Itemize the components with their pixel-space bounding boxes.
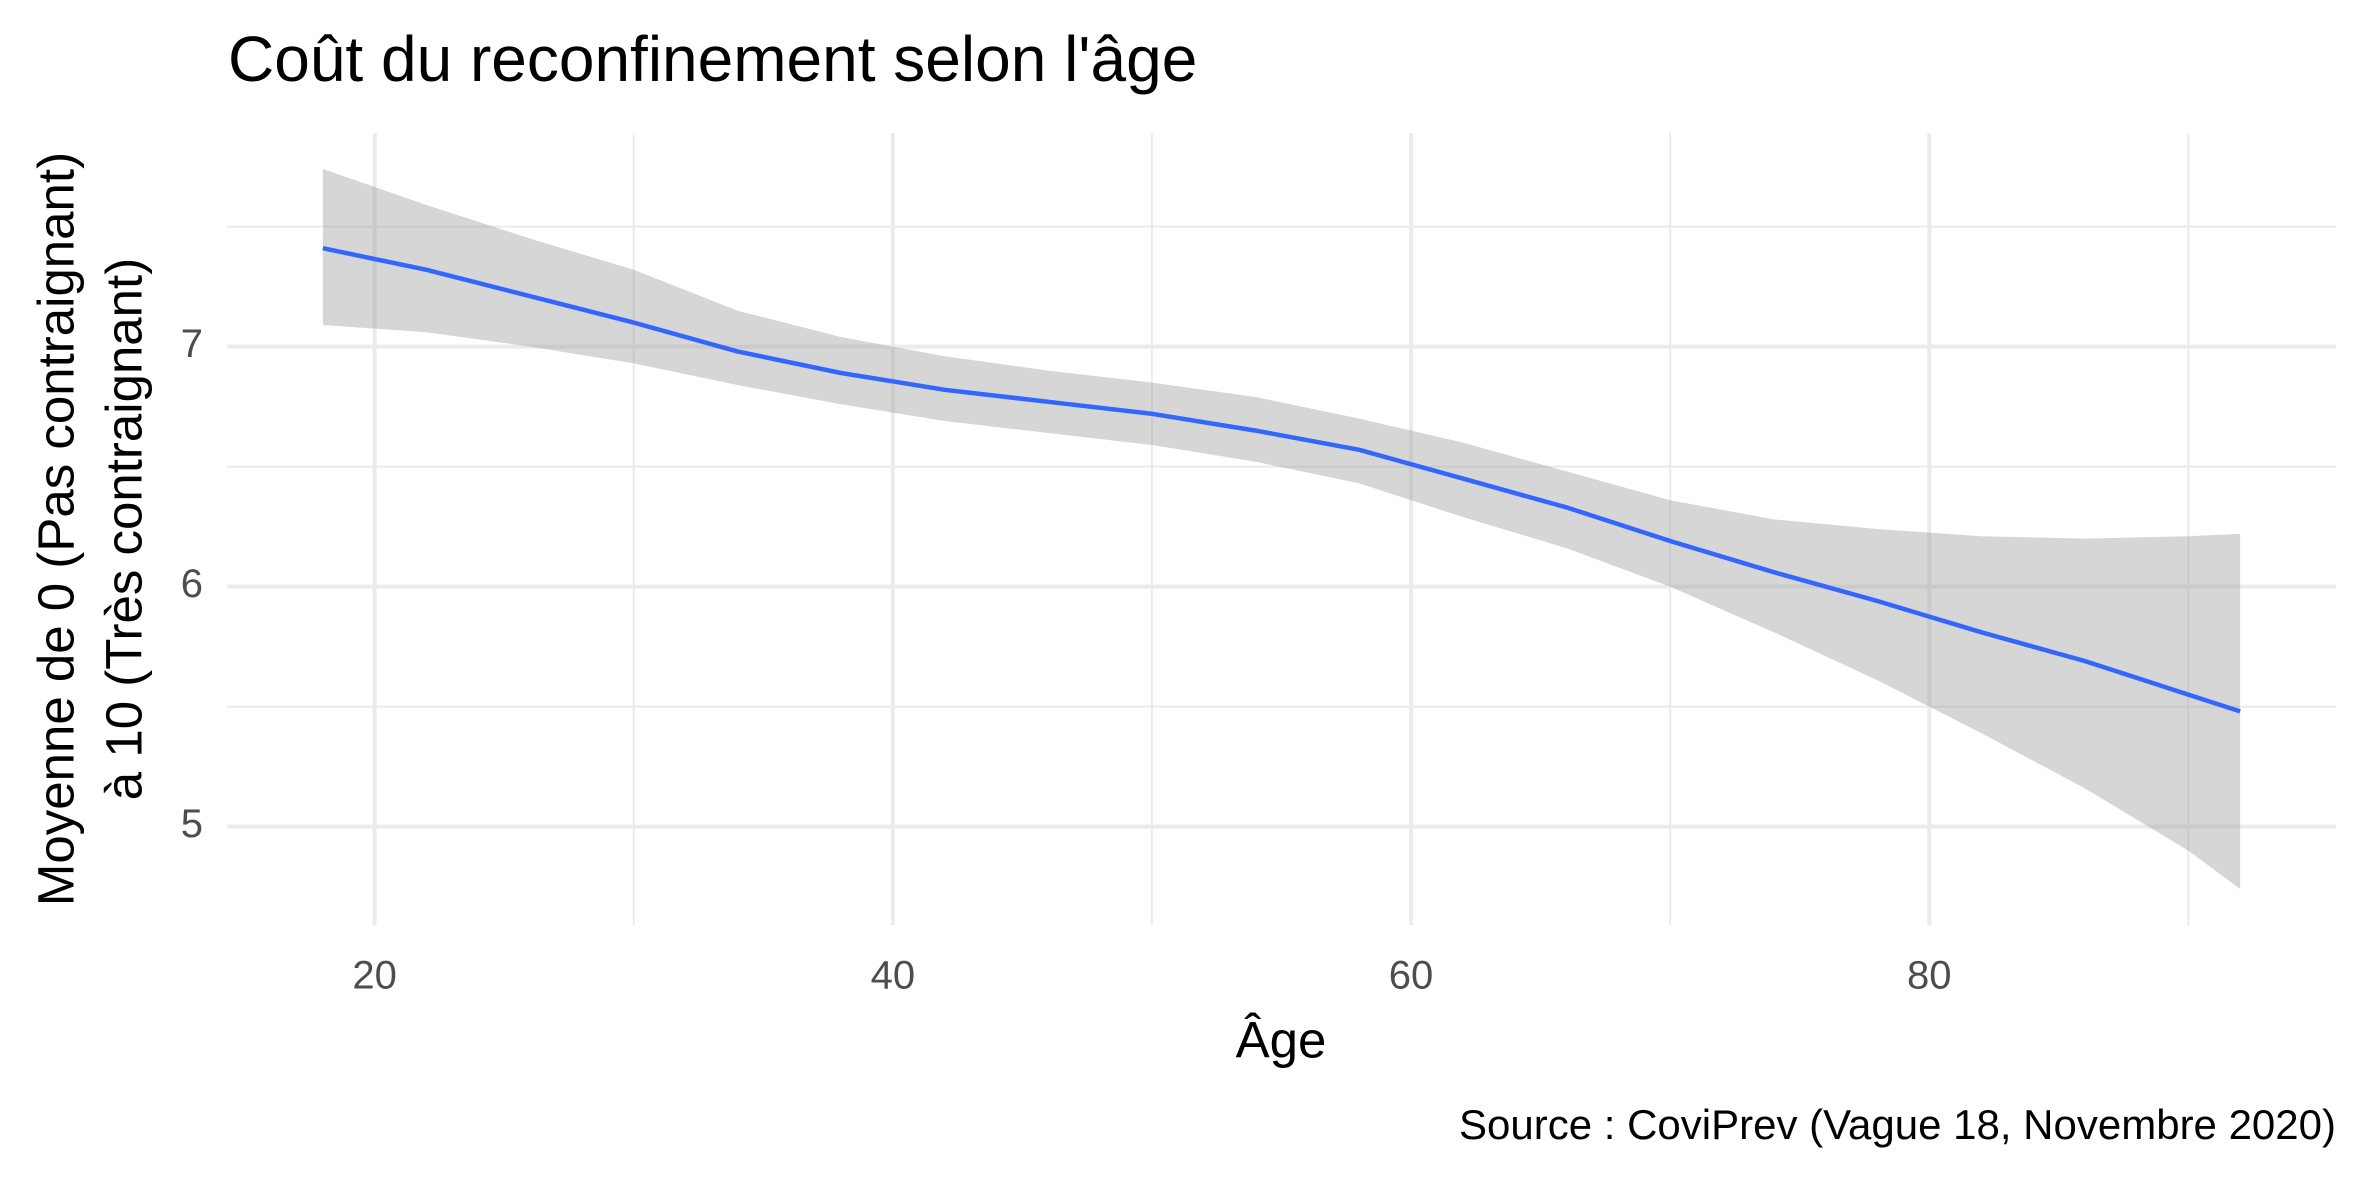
y-axis-title: à 10 (Très contraignant)	[95, 258, 152, 800]
y-tick-label: 5	[181, 802, 203, 846]
x-tick-label: 20	[352, 954, 397, 998]
y-tick-label: 7	[181, 322, 203, 366]
x-tick-label: 80	[1907, 954, 1952, 998]
chart-title: Coût du reconfinement selon l'âge	[228, 23, 1197, 95]
trend-line	[322, 245, 2241, 714]
x-axis-title: Âge	[1236, 1011, 1327, 1068]
x-tick-label: 60	[1389, 954, 1434, 998]
y-tick-label: 6	[181, 562, 203, 606]
x-tick-label: 40	[871, 954, 916, 998]
y-axis-title: Moyenne de 0 (Pas contraignant)	[27, 152, 84, 906]
confidence-band	[322, 169, 2241, 889]
caption: Source : CoviPrev (Vague 18, Novembre 20…	[1459, 1101, 2336, 1148]
